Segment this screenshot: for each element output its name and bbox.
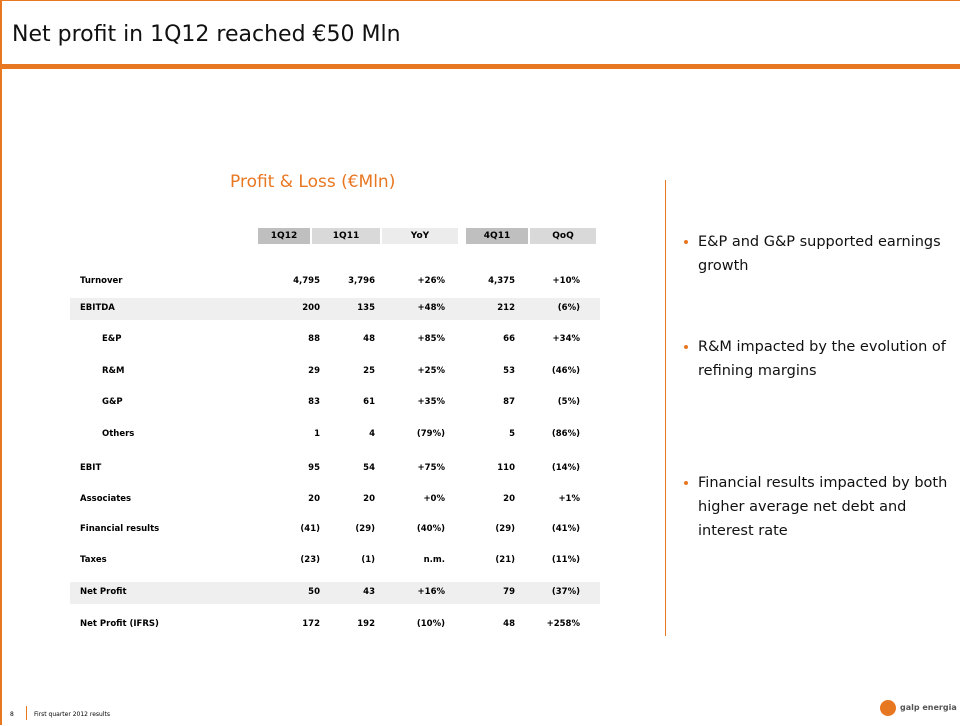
cell: (86%): [551, 429, 580, 439]
row-label: Net Profit (IFRS): [80, 619, 159, 629]
cell: 48: [503, 619, 515, 629]
row-label: Net Profit: [80, 587, 127, 597]
cell: 20: [503, 494, 515, 504]
row-label: Turnover: [80, 276, 123, 286]
cell: (6%): [557, 303, 580, 313]
column-header: 4Q11: [466, 228, 528, 244]
cell: 110: [497, 463, 515, 473]
cell: (46%): [551, 366, 580, 376]
slide-title: Net profit in 1Q12 reached €50 Mln: [12, 22, 401, 47]
cell: 25: [363, 366, 375, 376]
cell: 53: [503, 366, 515, 376]
row-label: EBITDA: [80, 303, 115, 313]
cell: 61: [363, 397, 375, 407]
logo-text: galp energia: [900, 703, 957, 712]
title-rule: [0, 64, 960, 69]
row-label: R&M: [102, 366, 125, 376]
row-label: EBIT: [80, 463, 102, 473]
bullet-dot: [684, 345, 688, 349]
cell: 4,795: [293, 276, 320, 286]
cell: (41%): [551, 524, 580, 534]
cell: (14%): [551, 463, 580, 473]
cell: 20: [308, 494, 320, 504]
cell: (1): [361, 555, 375, 565]
cell: (40%): [416, 524, 445, 534]
row-label: Financial results: [80, 524, 160, 534]
logo: galp energia: [880, 698, 960, 720]
footer-separator: [26, 706, 27, 720]
cell: (23): [300, 555, 320, 565]
cell: (29): [495, 524, 515, 534]
bullet-text: E&P and G&P supported earnings growth: [698, 234, 941, 274]
column-header: QoQ: [530, 228, 596, 244]
bullet-dot: [684, 240, 688, 244]
cell: 192: [357, 619, 375, 629]
cell: 1: [314, 429, 320, 439]
cell: +1%: [558, 494, 580, 504]
cell: 50: [308, 587, 320, 597]
cell: 172: [302, 619, 320, 629]
logo-icon: [880, 700, 896, 716]
cell: 88: [308, 334, 320, 344]
cell: +25%: [417, 366, 445, 376]
cell: (10%): [416, 619, 445, 629]
cell: 4: [369, 429, 375, 439]
row-label: Associates: [80, 494, 132, 504]
cell: (79%): [416, 429, 445, 439]
cell: +0%: [423, 494, 445, 504]
bullet-text: R&M impacted by the evolution of refinin…: [698, 339, 946, 379]
cell: 48: [363, 334, 375, 344]
row-label: Taxes: [80, 555, 107, 565]
cell: +48%: [417, 303, 445, 313]
cell: (37%): [551, 587, 580, 597]
table-title: Profit & Loss (€Mln): [230, 172, 396, 192]
column-header: 1Q11: [312, 228, 380, 244]
page-number: 8: [10, 711, 14, 718]
row-label: E&P: [102, 334, 122, 344]
cell: 3,796: [348, 276, 375, 286]
cell: (5%): [557, 397, 580, 407]
cell: +26%: [417, 276, 445, 286]
column-header: 1Q12: [258, 228, 310, 244]
cell: 83: [308, 397, 320, 407]
cell: +10%: [552, 276, 580, 286]
cell: 212: [497, 303, 515, 313]
cell: 29: [308, 366, 320, 376]
cell: +85%: [417, 334, 445, 344]
cell: +35%: [417, 397, 445, 407]
row-label: G&P: [102, 397, 123, 407]
row-label: Others: [102, 429, 135, 439]
bullet-dot: [684, 481, 688, 485]
cell: 135: [357, 303, 375, 313]
cell: +34%: [552, 334, 580, 344]
footer-text: First quarter 2012 results: [34, 711, 110, 718]
cell: n.m.: [423, 555, 445, 565]
bullet-text: Financial results impacted by both highe…: [698, 475, 948, 539]
cell: 95: [308, 463, 320, 473]
cell: (41): [300, 524, 320, 534]
cell: 200: [302, 303, 320, 313]
cell: (11%): [551, 555, 580, 565]
cell: 4,375: [488, 276, 515, 286]
cell: +16%: [417, 587, 445, 597]
row-band: [70, 298, 600, 320]
cell: 66: [503, 334, 515, 344]
cell: (21): [495, 555, 515, 565]
cell: 5: [509, 429, 515, 439]
row-band: [70, 582, 600, 604]
cell: +75%: [417, 463, 445, 473]
cell: 43: [363, 587, 375, 597]
cell: 20: [363, 494, 375, 504]
cell: 87: [503, 397, 515, 407]
cell: (29): [355, 524, 375, 534]
cell: 79: [503, 587, 515, 597]
divider: [665, 180, 666, 636]
cell: 54: [363, 463, 375, 473]
cell: +258%: [546, 619, 580, 629]
column-header: YoY: [382, 228, 458, 244]
